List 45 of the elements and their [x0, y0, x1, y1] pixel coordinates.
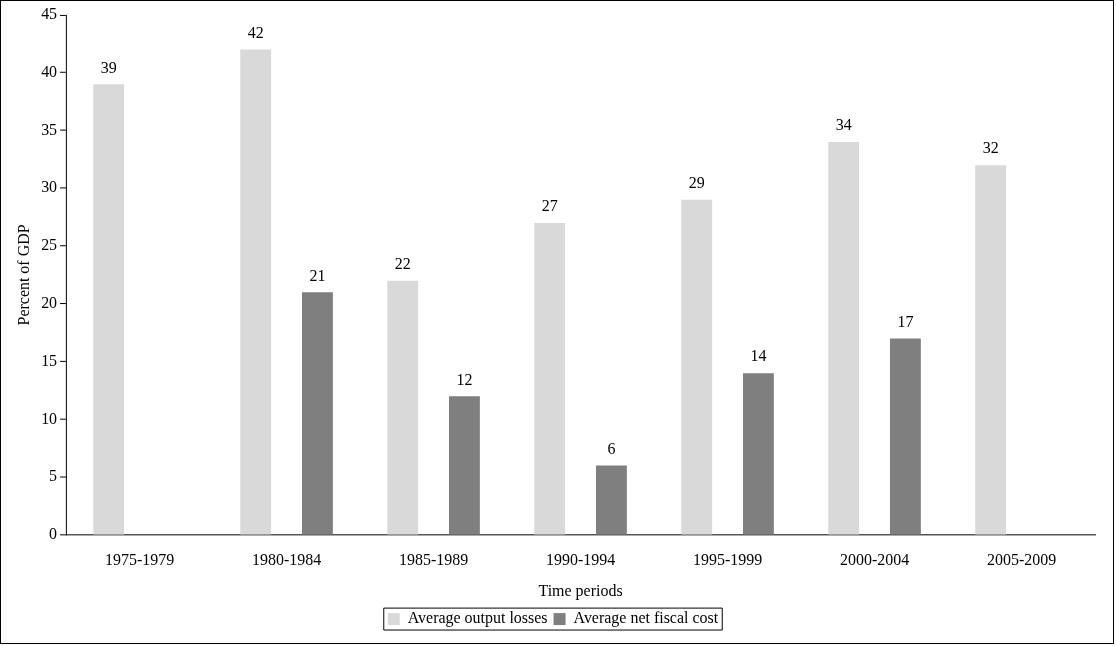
x-tick-label: 1985-1989 — [398, 550, 469, 568]
bar — [449, 396, 480, 535]
y-tick-label: 45 — [41, 5, 58, 23]
data-label: 42 — [247, 23, 264, 41]
x-tick-label: 1995-1999 — [692, 550, 763, 568]
y-tick-label: 25 — [41, 236, 58, 254]
legend-label: Average output losses — [407, 609, 548, 628]
bar — [742, 373, 774, 535]
bar — [595, 465, 627, 535]
bar — [681, 199, 713, 535]
data-label: 14 — [750, 347, 767, 365]
data-label: 21 — [309, 266, 326, 284]
bar — [240, 49, 272, 535]
bar — [828, 142, 860, 535]
bar — [93, 84, 125, 535]
y-tick-label: 5 — [49, 467, 58, 485]
data-label: 17 — [897, 312, 914, 330]
y-tick-label: 30 — [41, 178, 58, 196]
bar — [534, 222, 566, 535]
y-tick-label: 10 — [41, 409, 58, 427]
y-axis-title: Percent of GDP — [14, 224, 32, 326]
bar — [975, 165, 1007, 535]
bar — [387, 280, 419, 535]
x-tick-label: 1980-1984 — [251, 550, 322, 568]
data-label: 22 — [394, 254, 411, 272]
x-tick-label: 2005-2009 — [986, 550, 1057, 568]
y-tick-label: 35 — [41, 120, 58, 138]
y-tick-label: 0 — [49, 525, 58, 543]
y-tick-label: 40 — [41, 62, 58, 80]
data-label: 34 — [835, 116, 852, 134]
x-axis-title: Time periods — [538, 581, 623, 600]
data-label: 6 — [607, 439, 616, 457]
x-tick-label: 1990-1994 — [545, 550, 616, 568]
data-label: 29 — [688, 174, 705, 192]
data-label: 39 — [100, 58, 117, 76]
bar — [302, 292, 333, 535]
data-label: 32 — [982, 139, 999, 157]
data-label: 27 — [541, 197, 558, 215]
bar — [889, 338, 921, 535]
x-tick-label: 1975-1979 — [104, 550, 175, 568]
y-tick-label: 15 — [41, 351, 58, 369]
x-tick-label: 2000-2004 — [839, 550, 910, 568]
legend-label: Average net fiscal cost — [573, 609, 719, 628]
data-label: 12 — [456, 370, 473, 388]
y-tick-label: 20 — [41, 294, 58, 312]
